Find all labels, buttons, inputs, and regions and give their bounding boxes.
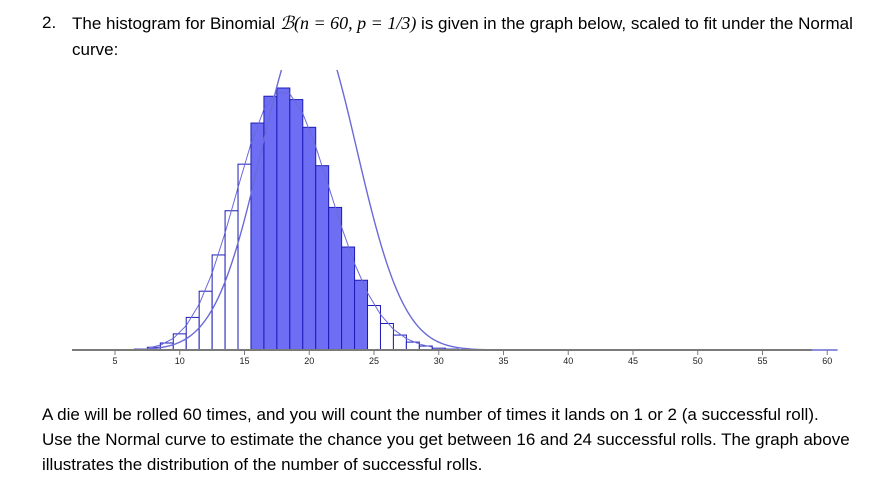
curve-segment: [211, 232, 226, 274]
curve-segment: [393, 328, 407, 339]
histogram-bar: [315, 165, 330, 351]
histogram-bar: [237, 163, 252, 351]
x-tick-label: 45: [628, 356, 638, 366]
question-number: 2.: [42, 13, 57, 32]
question-text: The histogram for Binomial ℬ(n = 60, p =…: [72, 10, 872, 63]
question-text-after: is given in the graph below, scaled to f…: [72, 14, 853, 59]
x-tick-label: 15: [239, 356, 249, 366]
curve-segment: [147, 344, 161, 349]
histogram-bars: [120, 87, 511, 351]
x-tick-label: 60: [822, 356, 832, 366]
histogram-bar: [276, 87, 291, 351]
curve-segment: [406, 338, 420, 345]
curve-segment: [380, 314, 394, 330]
curve-segment: [315, 146, 330, 187]
histogram-bar: [250, 122, 265, 351]
histogram-bar: [354, 279, 369, 351]
curve-segment: [276, 91, 290, 95]
binomial-notation: ℬ(n = 60, p = 1/3): [279, 13, 417, 33]
binomial-histogram: 5 10 15 20 25 30 35 40 45 50 55 60: [72, 70, 838, 366]
curve-segment: [172, 325, 187, 339]
x-tick-label: 25: [369, 356, 379, 366]
histogram-bar: [211, 254, 226, 351]
curve-segment: [341, 227, 356, 264]
x-tick-label: 35: [498, 356, 508, 366]
x-tick-label: 40: [563, 356, 573, 366]
curve-segment: [185, 304, 200, 326]
x-tick-label: 55: [757, 356, 767, 366]
curve-segment: [250, 109, 265, 144]
curve-segment: [328, 186, 343, 228]
question-text-before: The histogram for Binomial: [72, 14, 280, 33]
curve-segment: [354, 263, 368, 294]
curve-segment: [367, 292, 381, 315]
x-axis-ticks: 5 10 15 20 25 30 35 40 45 50 55 60: [112, 350, 832, 366]
x-tick-label: 30: [434, 356, 444, 366]
curve-segment: [160, 337, 174, 346]
x-tick-label: 20: [304, 356, 314, 366]
problem-paragraph: A die will be rolled 60 times, and you w…: [42, 405, 850, 474]
curve-segment: [224, 187, 239, 233]
x-tick-label: 10: [175, 356, 185, 366]
x-tick-label: 5: [112, 356, 117, 366]
histogram-bar: [289, 99, 304, 351]
curve-segment: [302, 113, 317, 147]
x-tick-label: 50: [693, 356, 703, 366]
curve-segment: [419, 343, 433, 348]
histogram-bar: [341, 246, 356, 351]
histogram-bar: [224, 210, 239, 351]
curve-segment: [198, 272, 213, 305]
curve-segment: [289, 93, 304, 114]
curve-segment: [237, 143, 252, 188]
histogram-bar: [302, 126, 317, 351]
histogram-bar: [328, 206, 343, 351]
